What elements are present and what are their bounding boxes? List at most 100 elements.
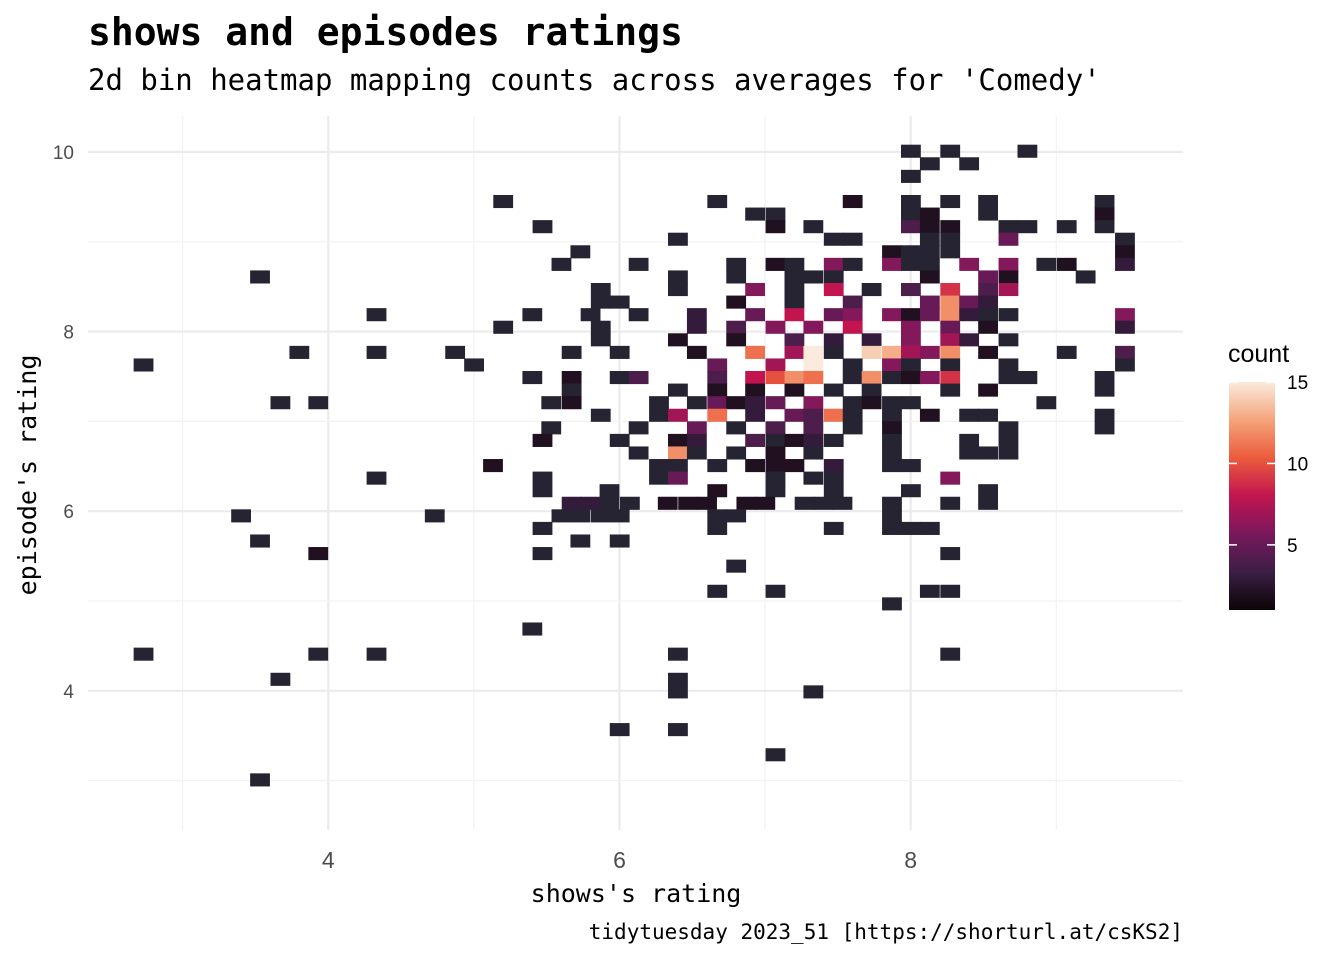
heatmap-tile: [882, 257, 902, 271]
heatmap-tile: [736, 496, 757, 510]
heatmap-tile: [726, 257, 747, 271]
heatmap-tile: [998, 232, 1019, 246]
heatmap-tile: [861, 396, 882, 410]
heatmap-tile: [765, 471, 786, 485]
heatmap-tile: [1036, 257, 1057, 271]
heatmap-tile: [649, 459, 669, 473]
heatmap-tile: [628, 257, 649, 271]
heatmap-tile: [765, 421, 786, 435]
heatmap-tile: [755, 496, 776, 510]
heatmap-tile: [784, 257, 805, 271]
heatmap-tile: [590, 320, 611, 334]
heatmap-tile: [940, 245, 961, 259]
heatmap-tile: [532, 433, 553, 447]
heatmap-tile: [959, 446, 980, 460]
heatmap-tile: [803, 446, 824, 460]
heatmap-tile: [919, 157, 940, 171]
heatmap-tile: [628, 446, 649, 460]
heatmap-tiles: [133, 144, 1135, 787]
heatmap-tile: [270, 672, 291, 686]
heatmap-tile: [745, 345, 766, 359]
heatmap-tile: [726, 295, 747, 309]
heatmap-tile: [686, 433, 707, 447]
heatmap-tile: [133, 358, 154, 372]
heatmap-tile: [803, 471, 824, 485]
heatmap-tile: [765, 433, 786, 447]
heatmap-tile: [823, 521, 844, 535]
heatmap-tile: [940, 358, 961, 372]
heatmap-tile: [803, 433, 824, 447]
heatmap-tile: [882, 345, 902, 359]
heatmap-tile: [978, 496, 998, 510]
heatmap-tile: [668, 433, 688, 447]
heatmap-tile: [901, 257, 921, 271]
heatmap-tile: [1017, 220, 1038, 234]
heatmap-tile: [901, 169, 921, 183]
heatmap-tile: [978, 320, 998, 334]
heatmap-tile: [590, 408, 611, 422]
heatmap-tile: [765, 748, 786, 762]
y-tick-label: 4: [63, 682, 74, 703]
heatmap-tile: [998, 308, 1019, 322]
heatmap-tile: [823, 232, 844, 246]
heatmap-tile: [803, 270, 824, 284]
heatmap-tile: [1115, 245, 1135, 259]
heatmap-tile: [765, 257, 786, 271]
heatmap-tile: [532, 471, 553, 485]
heatmap-tile: [842, 232, 863, 246]
heatmap-tile: [940, 333, 961, 347]
heatmap-tile: [919, 295, 940, 309]
heatmap-tile: [532, 220, 553, 234]
heatmap-tile: [784, 345, 805, 359]
heatmap-tile: [765, 207, 786, 221]
heatmap-tile: [794, 496, 815, 510]
heatmap-tile: [483, 459, 503, 473]
heatmap-tile: [686, 320, 707, 334]
heatmap-tile: [765, 320, 786, 334]
heatmap-tile: [784, 459, 805, 473]
heatmap-tile: [250, 270, 270, 284]
heatmap-tile: [784, 308, 805, 322]
heatmap-tile: [901, 358, 921, 372]
heatmap-tile: [940, 496, 961, 510]
heatmap-tile: [861, 283, 882, 297]
heatmap-tile: [745, 383, 766, 397]
heatmap-tile: [522, 308, 543, 322]
heatmap-tile: [803, 220, 824, 234]
heatmap-tile: [1056, 220, 1077, 234]
heatmap-tile: [561, 371, 582, 385]
heatmap-tile: [1094, 408, 1115, 422]
heatmap-tile: [919, 220, 940, 234]
heatmap-tile: [1094, 194, 1115, 209]
heatmap-tile: [940, 295, 961, 309]
heatmap-tile: [901, 484, 921, 498]
heatmap-tile: [707, 358, 728, 372]
heatmap-tile: [609, 534, 630, 548]
heatmap-tile: [599, 496, 620, 510]
heatmap-tile: [697, 496, 717, 510]
heatmap-tile: [998, 257, 1019, 271]
heatmap-tile: [842, 308, 863, 322]
y-axis-title: episode's rating: [13, 355, 42, 596]
heatmap-tile: [823, 283, 844, 297]
heatmap-tile: [882, 358, 902, 372]
x-axis-title: shows's rating: [531, 879, 742, 908]
heatmap-tile: [707, 521, 728, 535]
heatmap-tile: [901, 194, 921, 209]
heatmap-tile: [609, 433, 630, 447]
heatmap-tile: [803, 396, 824, 410]
heatmap-tile: [978, 408, 998, 422]
heatmap-tile: [541, 396, 562, 410]
heatmap-tile: [998, 433, 1019, 447]
heatmap-tile: [998, 446, 1019, 460]
heatmap-tile: [1056, 257, 1077, 271]
heatmap-tile: [823, 345, 844, 359]
heatmap-tile: [570, 245, 591, 259]
heatmap-tile: [882, 509, 902, 523]
heatmap-tile: [1094, 383, 1115, 397]
heatmap-tile: [823, 484, 844, 498]
legend-ticks: 5 10 15: [1229, 373, 1308, 557]
heatmap-tile: [842, 371, 863, 385]
heatmap-tile: [842, 194, 863, 209]
heatmap-tile: [940, 320, 961, 334]
